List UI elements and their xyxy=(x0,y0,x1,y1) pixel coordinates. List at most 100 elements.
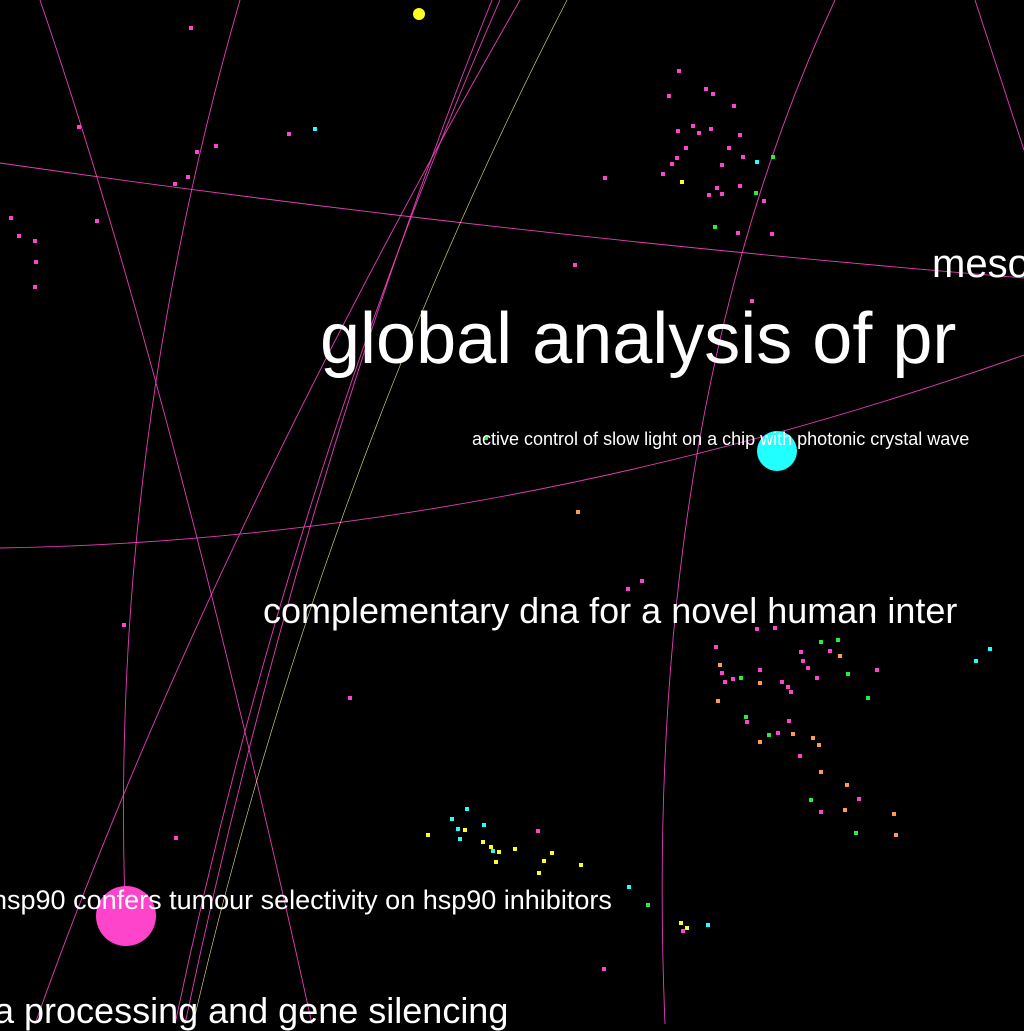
graph-node[interactable] xyxy=(707,193,711,197)
graph-node[interactable] xyxy=(450,817,454,821)
graph-node[interactable] xyxy=(974,659,978,663)
graph-node[interactable] xyxy=(173,182,177,186)
graph-node[interactable] xyxy=(675,156,679,160)
graph-node[interactable] xyxy=(195,150,199,154)
graph-node[interactable] xyxy=(489,845,493,849)
graph-node[interactable] xyxy=(602,967,606,971)
graph-node[interactable] xyxy=(894,833,898,837)
graph-node[interactable] xyxy=(77,125,81,129)
graph-node[interactable] xyxy=(537,871,541,875)
graph-node[interactable] xyxy=(711,92,715,96)
graph-node[interactable] xyxy=(754,191,758,195)
graph-node[interactable] xyxy=(776,731,780,735)
graph-node[interactable] xyxy=(718,663,722,667)
graph-node[interactable] xyxy=(482,823,486,827)
graph-node[interactable] xyxy=(491,849,495,853)
graph-node[interactable] xyxy=(892,812,896,816)
graph-node[interactable] xyxy=(122,623,126,627)
graph-node[interactable] xyxy=(791,732,795,736)
graph-node[interactable] xyxy=(463,828,467,832)
graph-node[interactable] xyxy=(819,640,823,644)
graph-node[interactable] xyxy=(680,180,684,184)
graph-node[interactable] xyxy=(846,672,850,676)
graph-node[interactable] xyxy=(767,733,771,737)
graph-node[interactable] xyxy=(854,831,858,835)
graph-node[interactable] xyxy=(806,666,810,670)
graph-node[interactable] xyxy=(798,754,802,758)
graph-node[interactable] xyxy=(771,155,775,159)
graph-node[interactable] xyxy=(17,234,21,238)
graph-node[interactable] xyxy=(677,69,681,73)
graph-node[interactable] xyxy=(640,579,644,583)
graph-node[interactable] xyxy=(739,676,743,680)
graph-node[interactable] xyxy=(186,175,190,179)
node-label-complementary-dna[interactable]: complementary dna for a novel human inte… xyxy=(263,593,957,629)
graph-node[interactable] xyxy=(799,650,803,654)
graph-node[interactable] xyxy=(704,87,708,91)
graph-node[interactable] xyxy=(579,863,583,867)
graph-node[interactable] xyxy=(789,690,793,694)
graph-node[interactable] xyxy=(836,638,840,642)
graph-node[interactable] xyxy=(679,921,683,925)
graph-node[interactable] xyxy=(33,285,37,289)
graph-node[interactable] xyxy=(786,685,790,689)
graph-node[interactable] xyxy=(661,172,665,176)
graph-node[interactable] xyxy=(738,133,742,137)
graph-node[interactable] xyxy=(738,184,742,188)
graph-node[interactable] xyxy=(819,770,823,774)
graph-node[interactable] xyxy=(573,263,577,267)
graph-node[interactable] xyxy=(709,127,713,131)
graph-node[interactable] xyxy=(34,260,38,264)
graph-node[interactable] xyxy=(762,199,766,203)
graph-node[interactable] xyxy=(755,160,759,164)
graph-node[interactable] xyxy=(988,647,992,651)
graph-node[interactable] xyxy=(815,676,819,680)
graph-node[interactable] xyxy=(513,847,517,851)
graph-node[interactable] xyxy=(646,903,650,907)
graph-node[interactable] xyxy=(758,740,762,744)
graph-node[interactable] xyxy=(681,929,685,933)
graph-node[interactable] xyxy=(758,668,762,672)
graph-node[interactable] xyxy=(33,239,37,243)
graph-node[interactable] xyxy=(456,827,460,831)
graph-node[interactable] xyxy=(744,715,748,719)
graph-node[interactable] xyxy=(697,131,701,135)
graph-node[interactable] xyxy=(465,807,469,811)
graph-node[interactable] xyxy=(550,851,554,855)
graph-node[interactable] xyxy=(676,129,680,133)
graph-node[interactable] xyxy=(875,668,879,672)
graph-node[interactable] xyxy=(828,649,832,653)
graph-node[interactable] xyxy=(811,736,815,740)
graph-node[interactable] xyxy=(627,885,631,889)
graph-node[interactable] xyxy=(214,144,218,148)
graph-node[interactable] xyxy=(174,836,178,840)
graph-node[interactable] xyxy=(348,696,352,700)
graph-node[interactable] xyxy=(189,26,193,30)
node-label-meso[interactable]: meso xyxy=(932,244,1024,284)
graph-node[interactable] xyxy=(684,146,688,150)
graph-node[interactable] xyxy=(670,162,674,166)
graph-node[interactable] xyxy=(819,810,823,814)
graph-node[interactable] xyxy=(714,645,718,649)
graph-node[interactable] xyxy=(817,743,821,747)
graph-node[interactable] xyxy=(809,798,813,802)
graph-node[interactable] xyxy=(727,146,731,150)
graph-node[interactable] xyxy=(576,510,580,514)
graph-node[interactable] xyxy=(685,926,689,930)
graph-node[interactable] xyxy=(494,860,498,864)
graph-node[interactable] xyxy=(838,654,842,658)
graph-node[interactable] xyxy=(787,719,791,723)
graph-node[interactable] xyxy=(845,783,849,787)
node-label-active-control-slow-light[interactable]: active control of slow light on a chip w… xyxy=(472,430,969,448)
graph-node[interactable] xyxy=(770,232,774,236)
graph-node[interactable] xyxy=(713,225,717,229)
graph-node[interactable] xyxy=(426,833,430,837)
graph-node[interactable] xyxy=(313,127,317,131)
graph-node[interactable] xyxy=(723,680,727,684)
graph-node[interactable] xyxy=(95,219,99,223)
graph-node[interactable] xyxy=(801,659,805,663)
graph-node[interactable] xyxy=(603,176,607,180)
graph-node[interactable] xyxy=(866,696,870,700)
graph-node[interactable] xyxy=(715,186,719,190)
